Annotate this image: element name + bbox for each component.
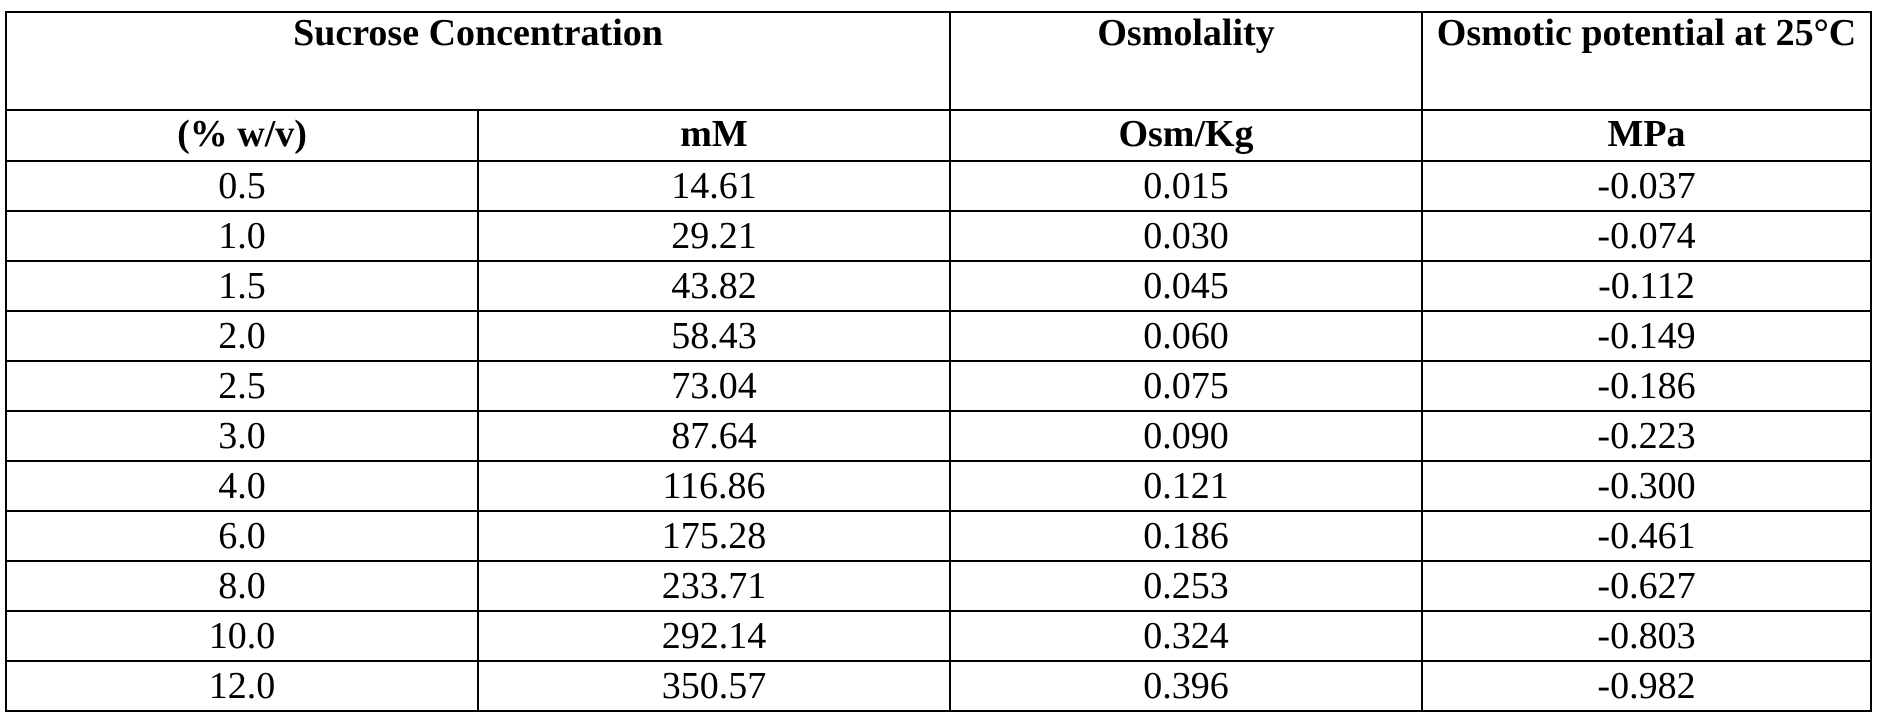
cell-percent: 8.0 — [5, 560, 479, 612]
cell-mm: 175.28 — [477, 510, 951, 562]
table-body: 0.5 14.61 0.015 -0.037 1.0 29.21 0.030 -… — [5, 160, 1872, 712]
unit-mm: mM — [477, 109, 951, 162]
table-row: 12.0 350.57 0.396 -0.982 — [5, 660, 1872, 712]
table-row: 10.0 292.14 0.324 -0.803 — [5, 610, 1872, 662]
cell-mm: 58.43 — [477, 310, 951, 362]
header-row: Sucrose Concentration Osmolality Osmotic… — [5, 11, 1872, 111]
table-row: 1.0 29.21 0.030 -0.074 — [5, 210, 1872, 262]
cell-osmotic-potential: -0.461 — [1421, 510, 1872, 562]
cell-osmotic-potential: -0.982 — [1421, 660, 1872, 712]
cell-mm: 14.61 — [477, 160, 951, 212]
cell-osmotic-potential: -0.627 — [1421, 560, 1872, 612]
cell-osmotic-potential: -0.803 — [1421, 610, 1872, 662]
cell-osmolality: 0.121 — [949, 460, 1423, 512]
table-row: 0.5 14.61 0.015 -0.037 — [5, 160, 1872, 212]
cell-osmotic-potential: -0.149 — [1421, 310, 1872, 362]
header-osmolality: Osmolality — [949, 11, 1423, 111]
cell-osmolality: 0.060 — [949, 310, 1423, 362]
cell-mm: 73.04 — [477, 360, 951, 412]
cell-percent: 10.0 — [5, 610, 479, 662]
cell-osmotic-potential: -0.186 — [1421, 360, 1872, 412]
cell-osmotic-potential: -0.300 — [1421, 460, 1872, 512]
cell-osmotic-potential: -0.037 — [1421, 160, 1872, 212]
table-row: 1.5 43.82 0.045 -0.112 — [5, 260, 1872, 312]
cell-mm: 233.71 — [477, 560, 951, 612]
cell-osmotic-potential: -0.112 — [1421, 260, 1872, 312]
unit-percent-wv: (% w/v) — [5, 109, 479, 162]
cell-osmolality: 0.090 — [949, 410, 1423, 462]
header-sucrose-concentration: Sucrose Concentration — [5, 11, 951, 111]
cell-mm: 87.64 — [477, 410, 951, 462]
cell-percent: 1.0 — [5, 210, 479, 262]
cell-percent: 3.0 — [5, 410, 479, 462]
table-row: 6.0 175.28 0.186 -0.461 — [5, 510, 1872, 562]
table-row: 2.0 58.43 0.060 -0.149 — [5, 310, 1872, 362]
header-osmotic-potential: Osmotic potential at 25°C — [1421, 11, 1872, 111]
cell-percent: 1.5 — [5, 260, 479, 312]
cell-osmotic-potential: -0.074 — [1421, 210, 1872, 262]
cell-mm: 350.57 — [477, 660, 951, 712]
table-row: 4.0 116.86 0.121 -0.300 — [5, 460, 1872, 512]
table-row: 2.5 73.04 0.075 -0.186 — [5, 360, 1872, 412]
cell-percent: 2.0 — [5, 310, 479, 362]
cell-osmolality: 0.396 — [949, 660, 1423, 712]
unit-osm-kg: Osm/Kg — [949, 109, 1423, 162]
cell-percent: 4.0 — [5, 460, 479, 512]
units-row: (% w/v) mM Osm/Kg MPa — [5, 109, 1872, 162]
cell-osmolality: 0.186 — [949, 510, 1423, 562]
cell-percent: 0.5 — [5, 160, 479, 212]
cell-osmolality: 0.045 — [949, 260, 1423, 312]
table-row: 8.0 233.71 0.253 -0.627 — [5, 560, 1872, 612]
unit-mpa: MPa — [1421, 109, 1872, 162]
sucrose-osmotic-table: Sucrose Concentration Osmolality Osmotic… — [5, 11, 1872, 712]
cell-mm: 116.86 — [477, 460, 951, 512]
cell-percent: 6.0 — [5, 510, 479, 562]
cell-osmolality: 0.253 — [949, 560, 1423, 612]
cell-osmolality: 0.075 — [949, 360, 1423, 412]
cell-osmotic-potential: -0.223 — [1421, 410, 1872, 462]
cell-mm: 29.21 — [477, 210, 951, 262]
table-row: 3.0 87.64 0.090 -0.223 — [5, 410, 1872, 462]
cell-percent: 12.0 — [5, 660, 479, 712]
cell-percent: 2.5 — [5, 360, 479, 412]
cell-osmolality: 0.030 — [949, 210, 1423, 262]
cell-osmolality: 0.015 — [949, 160, 1423, 212]
cell-mm: 43.82 — [477, 260, 951, 312]
cell-osmolality: 0.324 — [949, 610, 1423, 662]
cell-mm: 292.14 — [477, 610, 951, 662]
